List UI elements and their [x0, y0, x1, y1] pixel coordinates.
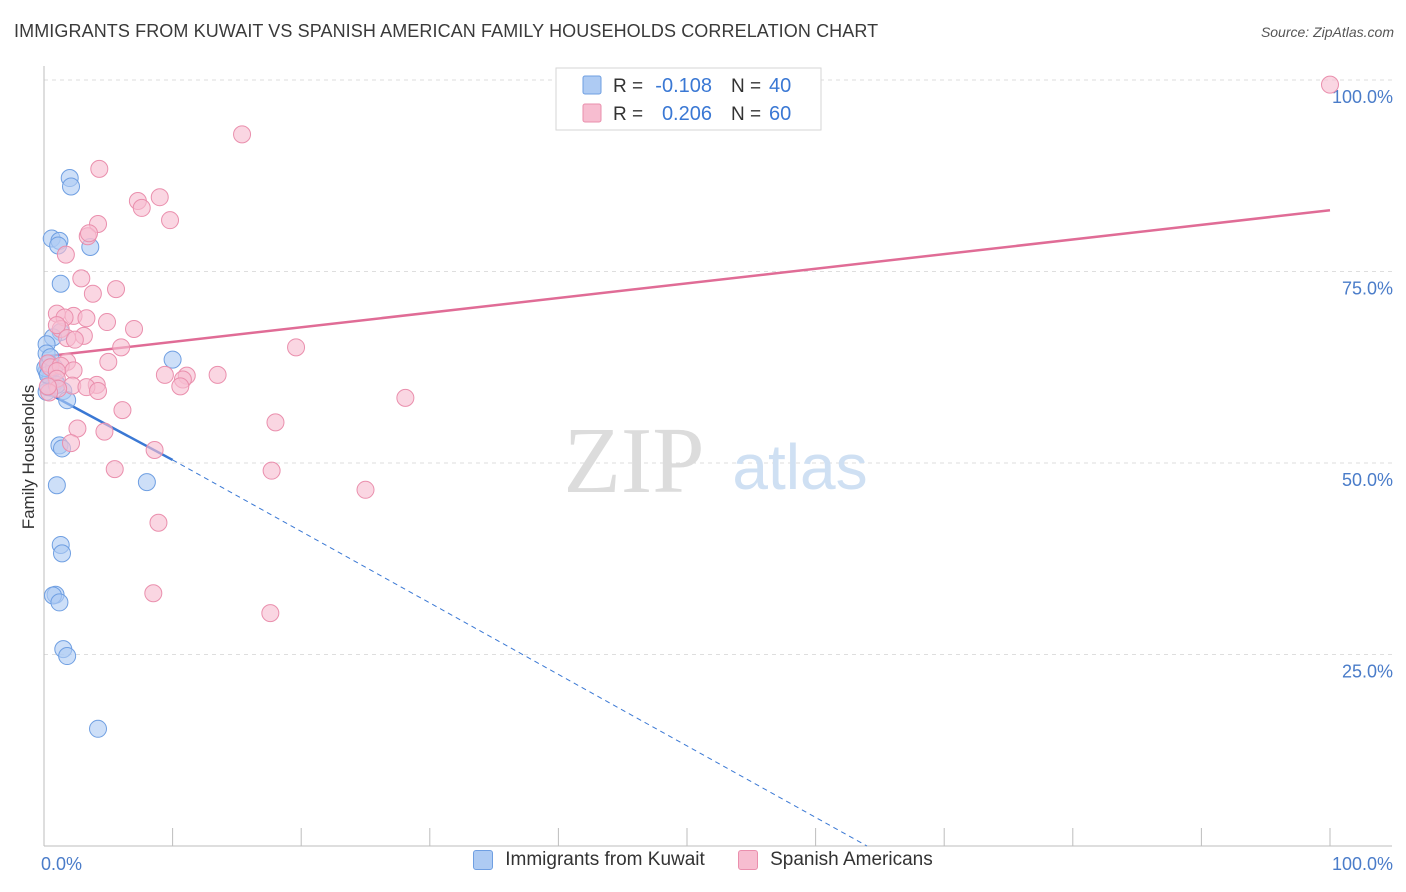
- point-1-48: [113, 401, 132, 420]
- legend-label-spanish: Spanish Americans: [770, 849, 933, 870]
- point-0-31: [50, 593, 69, 612]
- legend-item-spanish: Spanish Americans: [738, 849, 933, 871]
- stats-legend-n-value-1: 40: [769, 75, 791, 97]
- trend-line-1: [43, 208, 1331, 358]
- point-0-22: [163, 350, 182, 369]
- x-tick-labels: 0.0% 100.0%: [41, 854, 1393, 874]
- axes: [43, 66, 1392, 847]
- y-tick-label-100: 100.0%: [1332, 87, 1393, 107]
- y-tick-labels: 25.0% 50.0% 75.0% 100.0%: [1332, 87, 1393, 682]
- trend-lines: [43, 208, 1331, 847]
- stats-legend-r-label-2: R =: [613, 104, 648, 125]
- point-0-33: [58, 647, 77, 666]
- series-legend: Immigrants from Kuwait Spanish Americans: [0, 849, 1406, 876]
- point-1-59: [261, 604, 280, 623]
- stats-legend-swatch-blue: [582, 75, 602, 95]
- stats-legend-r-value-1: -0.108: [655, 75, 712, 97]
- point-1-32: [64, 361, 83, 380]
- x-tick-label-100: 100.0%: [1332, 854, 1393, 874]
- point-1-46: [171, 377, 190, 396]
- point-1-53: [145, 440, 164, 459]
- point-1-56: [356, 480, 375, 499]
- point-0-34: [89, 719, 108, 738]
- stats-legend-n-label-2: N =: [731, 104, 766, 125]
- point-1-44: [89, 381, 108, 400]
- point-1-0: [1321, 75, 1339, 94]
- source-label: Source: ZipAtlas.com: [1260, 24, 1394, 40]
- point-1-51: [95, 422, 114, 441]
- point-1-1: [233, 125, 252, 144]
- point-1-35: [208, 365, 227, 384]
- point-1-24: [65, 330, 84, 349]
- point-1-12: [107, 280, 126, 299]
- point-1-47: [396, 388, 415, 407]
- data-points: [36, 75, 1339, 738]
- point-1-27: [99, 352, 118, 371]
- point-1-52: [62, 434, 81, 453]
- point-1-9: [80, 224, 99, 243]
- legend-swatch-kuwait: [473, 850, 494, 870]
- point-1-10: [56, 245, 75, 264]
- point-1-17: [98, 313, 117, 332]
- point-1-34: [155, 365, 174, 384]
- point-0-1: [62, 177, 81, 196]
- point-1-13: [83, 284, 102, 303]
- watermark: ZIP atlas: [564, 409, 868, 513]
- watermark-zip: ZIP: [564, 409, 705, 513]
- point-1-45: [38, 377, 57, 396]
- point-0-28: [53, 544, 72, 563]
- y-axis-label: Family Households: [19, 385, 38, 530]
- stats-legend-swatch-pink: [582, 103, 602, 123]
- point-1-54: [105, 460, 124, 479]
- point-1-58: [144, 584, 163, 603]
- chart-title: IMMIGRANTS FROM KUWAIT VS SPANISH AMERIC…: [14, 21, 879, 41]
- y-tick-label-75: 75.0%: [1342, 279, 1393, 299]
- point-1-5: [132, 198, 151, 217]
- legend-swatch-spanish: [738, 850, 759, 870]
- legend-item-kuwait: Immigrants from Kuwait: [473, 849, 705, 871]
- y-tick-label-50: 50.0%: [1342, 470, 1393, 490]
- stats-legend-r-label-1: R =: [613, 76, 648, 97]
- point-1-49: [266, 413, 285, 432]
- point-1-6: [161, 211, 180, 230]
- point-1-11: [72, 269, 91, 288]
- stats-legend-r-value-2: 0.206: [662, 103, 712, 125]
- watermark-atlas: atlas: [732, 431, 867, 503]
- y-tick-label-25: 25.0%: [1342, 662, 1393, 682]
- point-1-21: [47, 316, 66, 335]
- point-1-18: [77, 309, 96, 328]
- stats-legend-n-value-2: 60: [769, 103, 791, 125]
- grid: [44, 79, 1392, 655]
- stats-legend-n-label-1: N =: [731, 76, 766, 97]
- point-1-2: [90, 159, 109, 178]
- trend-line-extension-0: [172, 459, 868, 847]
- point-1-26: [287, 338, 306, 357]
- point-0-26: [47, 476, 66, 495]
- point-1-55: [262, 461, 281, 480]
- stats-legend: R = -0.108 N = 40 R = 0.206 N = 60: [555, 67, 822, 131]
- point-1-25: [112, 338, 131, 357]
- point-0-6: [51, 274, 70, 293]
- point-0-25: [137, 473, 156, 492]
- point-1-4: [150, 188, 169, 207]
- point-1-57: [149, 513, 168, 532]
- x-tick-label-0: 0.0%: [41, 854, 82, 874]
- legend-label-kuwait: Immigrants from Kuwait: [505, 849, 705, 870]
- point-1-19: [125, 319, 144, 338]
